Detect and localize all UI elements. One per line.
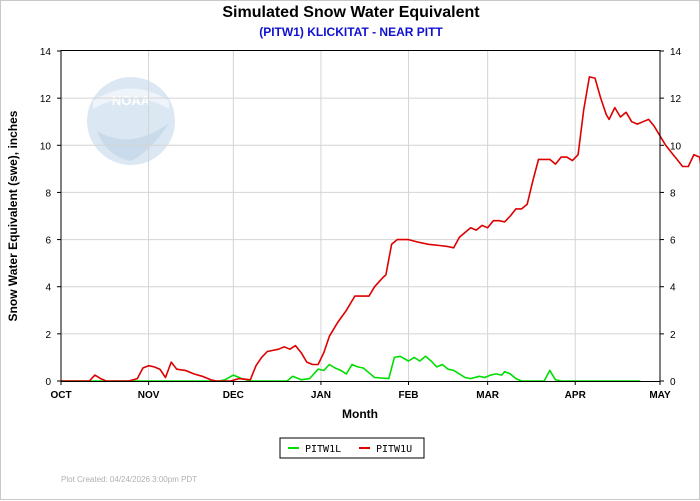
x-tick-label-mar: MAR [476, 390, 500, 401]
legend-box [279, 437, 425, 459]
y-tick-label-right: 10 [670, 141, 682, 152]
noaa-logo: NOAA [87, 77, 175, 165]
y-tick-label-left: 10 [40, 141, 52, 152]
series-line-pitw1u [61, 76, 700, 382]
y-tick-label-right: 2 [670, 330, 676, 341]
plot-created-note: Plot Created: 04/24/2026 3:00pm PDT [61, 475, 197, 484]
legend-label-pitw1l: PITW1L [305, 444, 341, 455]
x-tick-label-feb: FEB [399, 390, 419, 401]
x-axis-label: Month [342, 407, 378, 421]
legend: PITW1L PITW1U [279, 437, 425, 459]
series-line-pitw1l [61, 355, 641, 382]
y-tick-label-left: 8 [45, 188, 51, 199]
x-tick-label-oct: OCT [50, 390, 71, 401]
y-tick-label-right: 14 [670, 47, 682, 58]
grid-lines [61, 51, 660, 381]
x-tick-label-jan: JAN [311, 390, 331, 401]
y-tick-label-left: 6 [45, 236, 51, 247]
y-tick-label-right: 6 [670, 236, 676, 247]
y-tick-label-left: 0 [45, 377, 51, 388]
x-tick-label-dec: DEC [223, 390, 244, 401]
axis-ticks: OCT NOV DEC JAN FEB MAR APR MAY 0 0 2 2 4 4 6 6 8 8 10 10 12… [40, 47, 682, 401]
y-tick-label-right: 4 [670, 283, 676, 294]
y-tick-label-right: 0 [670, 377, 676, 388]
x-tick-label-may: MAY [649, 390, 671, 401]
chart-title: Simulated Snow Water Equivalent [222, 4, 480, 21]
plot-frame [60, 50, 661, 382]
y-tick-label-left: 12 [40, 94, 52, 105]
y-axis-label: Snow Water Equivalent (swe), inches [6, 110, 20, 321]
y-tick-label-right: 8 [670, 188, 676, 199]
y-tick-label-left: 14 [40, 47, 52, 58]
y-tick-label-left: 4 [45, 283, 51, 294]
x-tick-label-apr: APR [565, 390, 587, 401]
series-lines [61, 76, 700, 382]
legend-label-pitw1u: PITW1U [376, 444, 412, 455]
y-tick-label-left: 2 [45, 330, 51, 341]
chart-subtitle: (PITW1) KLICKITAT - NEAR PITT [259, 25, 443, 39]
x-tick-label-nov: NOV [138, 390, 160, 401]
noaa-logo-text: NOAA [112, 93, 151, 108]
y-tick-label-right: 12 [670, 94, 682, 105]
